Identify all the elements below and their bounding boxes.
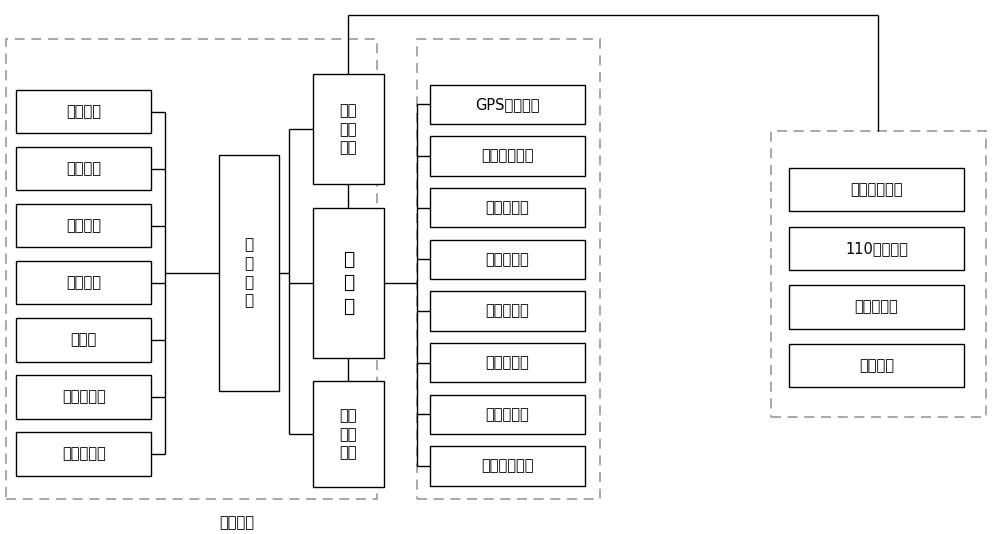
FancyBboxPatch shape xyxy=(430,343,585,382)
Text: 双闪警示灯: 双闪警示灯 xyxy=(62,446,106,461)
FancyBboxPatch shape xyxy=(16,318,151,362)
Text: 交通指挥中心: 交通指挥中心 xyxy=(850,182,903,198)
FancyBboxPatch shape xyxy=(219,155,279,391)
Text: 求救装置: 求救装置 xyxy=(66,161,101,176)
Text: 火灾探测器: 火灾探测器 xyxy=(486,407,529,422)
Text: 行
车
电
脑: 行 车 电 脑 xyxy=(244,238,253,308)
Text: 刹车机构: 刹车机构 xyxy=(66,276,101,290)
Text: 重量传感器: 重量传感器 xyxy=(486,252,529,266)
FancyBboxPatch shape xyxy=(16,204,151,247)
FancyBboxPatch shape xyxy=(430,240,585,279)
Text: 驾驶员识别器: 驾驶员识别器 xyxy=(481,148,534,163)
FancyBboxPatch shape xyxy=(16,261,151,304)
FancyBboxPatch shape xyxy=(16,375,151,419)
Text: 车辆终端: 车辆终端 xyxy=(219,515,254,530)
Text: 控
制
器: 控 制 器 xyxy=(343,250,354,316)
Text: 导航系统: 导航系统 xyxy=(859,358,894,373)
Text: 电子油门: 电子油门 xyxy=(66,104,101,119)
FancyBboxPatch shape xyxy=(313,381,384,488)
FancyBboxPatch shape xyxy=(789,344,964,387)
FancyBboxPatch shape xyxy=(789,285,964,328)
FancyBboxPatch shape xyxy=(430,136,585,176)
FancyBboxPatch shape xyxy=(430,84,585,124)
Text: 烟雾传感器: 烟雾传感器 xyxy=(486,355,529,370)
FancyBboxPatch shape xyxy=(430,291,585,331)
FancyBboxPatch shape xyxy=(430,395,585,434)
FancyBboxPatch shape xyxy=(16,90,151,134)
FancyBboxPatch shape xyxy=(789,227,964,270)
Text: 酒精传感器: 酒精传感器 xyxy=(486,200,529,215)
Text: 110报警中心: 110报警中心 xyxy=(845,241,908,256)
Text: 声光报警器: 声光报警器 xyxy=(62,389,106,404)
Text: 转向机构: 转向机构 xyxy=(66,218,101,233)
Text: 路况数据库: 路况数据库 xyxy=(855,300,898,315)
Text: GPS定位模块: GPS定位模块 xyxy=(475,97,540,112)
Text: 变速箱: 变速箱 xyxy=(71,332,97,348)
FancyBboxPatch shape xyxy=(313,208,384,358)
Text: 声像
输出
设备: 声像 输出 设备 xyxy=(340,409,357,460)
Text: 无线
通讯
模块: 无线 通讯 模块 xyxy=(340,103,357,155)
Text: 视频采集设备: 视频采集设备 xyxy=(481,458,534,473)
FancyBboxPatch shape xyxy=(16,147,151,190)
FancyBboxPatch shape xyxy=(789,168,964,211)
Text: 车速传感器: 车速传感器 xyxy=(486,303,529,318)
FancyBboxPatch shape xyxy=(313,74,384,184)
FancyBboxPatch shape xyxy=(430,188,585,227)
FancyBboxPatch shape xyxy=(430,446,585,485)
FancyBboxPatch shape xyxy=(16,433,151,476)
